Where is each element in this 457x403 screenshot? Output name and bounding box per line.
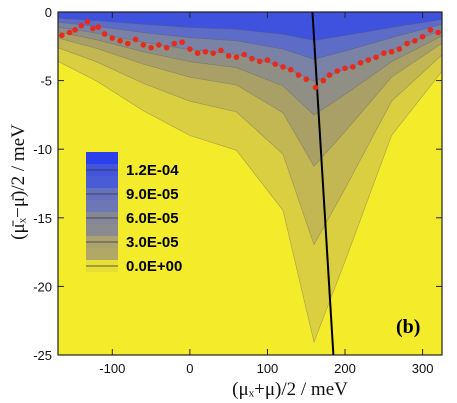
plot-area [58, 12, 442, 355]
scatter-series [59, 18, 441, 91]
y-tick-label: -20 [33, 279, 52, 294]
y-tick-label: 0 [45, 5, 52, 20]
scatter-point [357, 59, 364, 66]
x-tick-label: 200 [334, 361, 356, 376]
x-tick-label: 300 [412, 361, 434, 376]
colorbar-label: 1.2E-04 [126, 162, 179, 179]
scatter-point [349, 64, 356, 70]
colorbar-label: 6.0E-05 [126, 210, 179, 227]
scatter-point [109, 35, 116, 41]
scatter-point [72, 27, 78, 33]
scatter-point [427, 27, 434, 33]
scatter-point [373, 54, 379, 61]
scatter-point [148, 44, 154, 51]
y-tick-label: -5 [40, 74, 52, 89]
scatter-point [326, 72, 333, 78]
contour-bands [58, 12, 442, 344]
x-tick-label: 100 [257, 361, 279, 376]
scatter-point [171, 40, 178, 47]
colorbar-label: 9.0E-05 [126, 186, 179, 203]
plot-frame [57, 11, 443, 356]
scatter-point [218, 47, 224, 54]
scatter-point [396, 46, 403, 52]
scatter-point [320, 77, 327, 84]
scatter-point [381, 50, 387, 56]
x-tick-label: -100 [99, 361, 125, 376]
y-tick-label: -25 [33, 348, 52, 363]
scatter-point [241, 51, 247, 58]
scatter-point [210, 50, 216, 56]
x-ticks: -100 0 100 200 300 [99, 12, 433, 376]
scatter-point [233, 54, 240, 61]
scatter-point [295, 72, 302, 78]
y-tick-label: -10 [33, 142, 52, 157]
scatter-point [334, 68, 341, 74]
scatter-point [187, 46, 193, 52]
scatter-point [101, 31, 108, 37]
scatter-point [194, 50, 201, 56]
scatter-point [249, 55, 255, 62]
scatter-point [412, 38, 418, 44]
scatter-point [256, 58, 263, 65]
scatter-point [78, 22, 85, 29]
scatter-point [95, 24, 102, 30]
scatter-point [435, 29, 441, 36]
colorbar-swatches [86, 152, 118, 272]
y-tick-label: -15 [33, 211, 52, 226]
colorbar-labels: 1.2E-04 9.0E-05 6.0E-05 3.0E-05 0.0E+00 [126, 162, 182, 275]
scatter-point [90, 25, 96, 32]
contour-band [58, 12, 442, 41]
scatter-point [179, 39, 185, 45]
scatter-point [419, 33, 426, 40]
x-tick-label: 0 [186, 361, 193, 376]
scatter-point [287, 66, 294, 73]
scatter-point [312, 84, 319, 91]
scatter-point [272, 61, 279, 67]
scatter-point [156, 42, 162, 48]
scatter-point [66, 29, 73, 36]
trend-line [311, 12, 335, 355]
x-axis-title: (μₓ+μ)/2 / meV [232, 379, 348, 400]
scatter-point [388, 48, 395, 55]
scatter-point [225, 53, 232, 59]
scatter-point [342, 65, 348, 72]
trend-line-series [311, 12, 335, 355]
scatter-point [280, 64, 286, 70]
scatter-point [163, 44, 170, 51]
scatter-point [303, 76, 310, 83]
colorbar-label: 0.0E+00 [126, 258, 182, 275]
y-axis-title: (μ̄ₓ−μ̄)/2 / meV [8, 124, 29, 240]
y-ticks: 0 -5 -10 -15 -20 -25 [33, 5, 442, 363]
scatter-point [404, 40, 410, 47]
scatter-point [59, 32, 65, 39]
scatter-point [264, 57, 271, 63]
scatter-point [140, 42, 147, 48]
colorbar-label: 3.0E-05 [126, 234, 179, 251]
scatter-point [125, 40, 131, 47]
scatter-point [365, 57, 372, 63]
scatter-point [202, 48, 209, 55]
scatter-point [84, 18, 91, 25]
panel-label: (b) [396, 316, 420, 338]
colorbar-legend: 1.2E-04 9.0E-05 6.0E-05 3.0E-05 0.0E+00 [86, 152, 182, 275]
scatter-point [117, 38, 123, 44]
scatter-point [132, 36, 139, 43]
